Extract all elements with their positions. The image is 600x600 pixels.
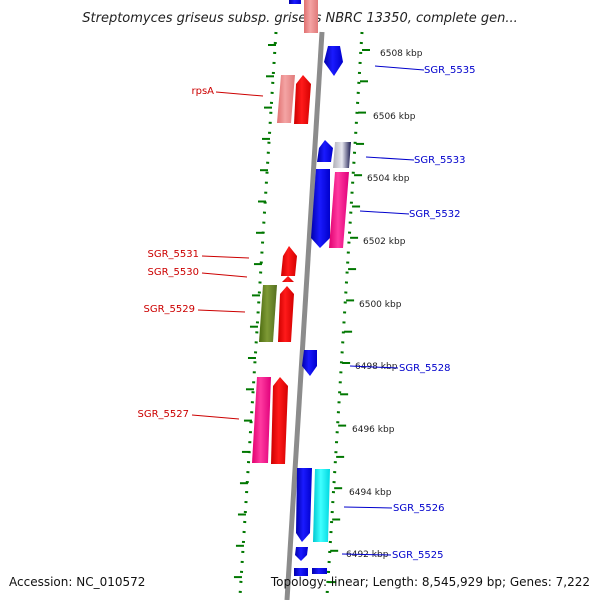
gene-feature[interactable] bbox=[304, 0, 318, 33]
gene-label-sgr-5530[interactable]: SGR_5530 bbox=[148, 267, 200, 278]
track-border bbox=[238, 31, 278, 597]
gene-feature-sgr-5526-b[interactable] bbox=[313, 469, 330, 542]
gene-feature-sgr-5531[interactable] bbox=[281, 246, 297, 276]
gene-label-sgr-5529[interactable]: SGR_5529 bbox=[144, 304, 196, 315]
genome-backbone bbox=[284, 31, 325, 600]
gene-feature-sgr-5535[interactable] bbox=[324, 46, 343, 76]
gene-label-sgr-5535[interactable]: SGR_5535 bbox=[424, 65, 476, 76]
accession-label: Accession: NC_010572 bbox=[9, 575, 145, 589]
kbp-label: 6504 kbp bbox=[367, 174, 410, 184]
gene-feature-sgr-5526[interactable] bbox=[296, 468, 312, 542]
gene-feature-sgr-5527[interactable] bbox=[271, 377, 288, 464]
gene-label-sgr-5527[interactable]: SGR_5527 bbox=[138, 409, 190, 420]
kbp-scale: 6508 kbp 6506 kbp 6504 kbp 6502 kbp 6500… bbox=[346, 49, 423, 560]
gene-feature-rpsa[interactable] bbox=[294, 75, 311, 124]
gene-feature-sgr-5533[interactable] bbox=[317, 140, 333, 162]
gene-feature-sgr-5529-b[interactable] bbox=[259, 285, 277, 342]
gene-label-sgr-5532[interactable]: SGR_5532 bbox=[409, 209, 461, 220]
gene-feature-sgr-5527-b[interactable] bbox=[252, 377, 271, 463]
gene-label-sgr-5526[interactable]: SGR_5526 bbox=[393, 503, 445, 514]
gene-label-sgr-5531[interactable]: SGR_5531 bbox=[148, 249, 200, 260]
gene-feature[interactable] bbox=[294, 568, 308, 576]
track-border bbox=[325, 31, 364, 597]
gene-label-sgr-5525[interactable]: SGR_5525 bbox=[392, 550, 444, 561]
kbp-label: 6506 kbp bbox=[373, 112, 416, 122]
gene-features bbox=[252, 0, 351, 576]
kbp-label: 6496 kbp bbox=[352, 425, 395, 435]
gene-label-leaders bbox=[191, 65, 425, 556]
gene-feature-sgr-5533-b[interactable] bbox=[333, 142, 351, 168]
gene-label-sgr-5533[interactable]: SGR_5533 bbox=[414, 155, 466, 166]
gene-feature-rpsa-partner[interactable] bbox=[277, 75, 295, 123]
track-ruler bbox=[233, 31, 370, 597]
map-title: Streptomyces griseus subsp. griseus NBRC… bbox=[82, 11, 517, 26]
kbp-label: 6500 kbp bbox=[359, 300, 402, 310]
gene-feature-sgr-5532[interactable] bbox=[311, 169, 330, 248]
gene-labels: SGR_5535 rpsA SGR_5533 SGR_5532 SGR_5531… bbox=[138, 65, 476, 561]
gene-feature-sgr-5525[interactable] bbox=[295, 547, 308, 561]
kbp-label: 6494 kbp bbox=[349, 488, 392, 498]
gene-feature[interactable] bbox=[289, 0, 301, 4]
kbp-label: 6502 kbp bbox=[363, 237, 406, 247]
gene-feature[interactable] bbox=[312, 568, 327, 574]
kbp-label: 6508 kbp bbox=[380, 49, 423, 59]
gene-label-sgr-5528[interactable]: SGR_5528 bbox=[399, 363, 451, 374]
gene-label-rpsa[interactable]: rpsA bbox=[191, 86, 214, 97]
gene-feature-sgr-5530[interactable] bbox=[282, 276, 294, 282]
gene-feature-sgr-5532-b[interactable] bbox=[329, 172, 349, 248]
gene-feature-sgr-5529[interactable] bbox=[278, 286, 294, 342]
gene-feature-sgr-5528[interactable] bbox=[302, 350, 317, 376]
topology-label: Topology: linear; Length: 8,545,929 bp; … bbox=[270, 575, 590, 589]
